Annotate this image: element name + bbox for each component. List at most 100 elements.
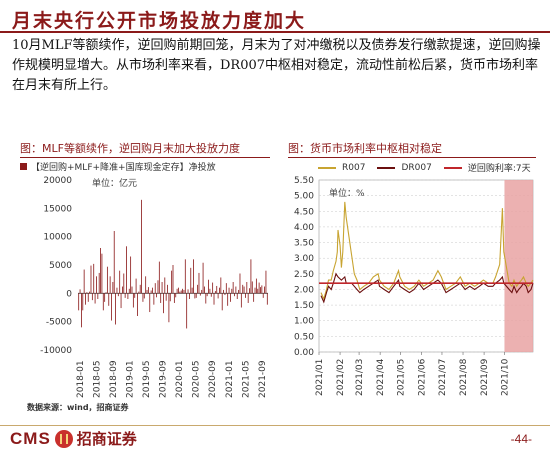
bar bbox=[216, 285, 218, 294]
plot-frame bbox=[318, 179, 534, 353]
bar bbox=[127, 293, 129, 299]
bar bbox=[183, 289, 185, 294]
bar bbox=[258, 282, 260, 294]
bar bbox=[89, 291, 91, 294]
bar bbox=[171, 270, 173, 294]
logo-cn-text: 招商证券 bbox=[76, 430, 137, 448]
bar bbox=[175, 293, 177, 298]
bar bbox=[245, 293, 246, 298]
bar bbox=[243, 286, 245, 294]
unit-label: 单位：亿元 bbox=[92, 177, 137, 189]
bar bbox=[117, 293, 119, 297]
bar bbox=[128, 288, 130, 294]
x-tick-label: 2020-09 bbox=[208, 360, 218, 398]
bar bbox=[120, 293, 122, 309]
bar bbox=[253, 293, 255, 302]
bar bbox=[205, 293, 207, 304]
bar bbox=[106, 266, 108, 294]
bar bbox=[123, 273, 125, 294]
bar bbox=[154, 283, 156, 294]
y-tick-label: 1.50 bbox=[294, 301, 314, 311]
bar bbox=[111, 293, 112, 321]
bar bbox=[228, 287, 230, 294]
bar bbox=[180, 290, 182, 294]
bar bbox=[231, 288, 233, 294]
bar bbox=[186, 293, 188, 329]
bar bbox=[138, 291, 140, 294]
legend-label-rrp: 逆回购利率:7天 bbox=[467, 164, 531, 174]
bar bbox=[223, 289, 224, 294]
bar bbox=[145, 276, 147, 294]
bar bbox=[209, 288, 211, 294]
bar bbox=[261, 285, 263, 294]
bar bbox=[124, 293, 126, 298]
y-tick-label: 5.50 bbox=[294, 176, 314, 186]
bar bbox=[266, 293, 268, 305]
bar bbox=[182, 288, 183, 294]
series-line-1 bbox=[320, 272, 534, 304]
x-tick-label: 2019-09 bbox=[159, 360, 169, 398]
bar bbox=[224, 293, 226, 296]
bar bbox=[208, 279, 209, 294]
x-tick-label: 2021/06 bbox=[418, 358, 428, 396]
series-line-0 bbox=[320, 201, 534, 301]
legend-swatch-rrp bbox=[443, 166, 462, 169]
bar bbox=[199, 293, 201, 296]
right-chart-rule bbox=[288, 157, 536, 158]
left-chart-title: 图：MLF等额续作，逆回购月末加大投放力度 bbox=[20, 142, 240, 155]
bar bbox=[130, 256, 132, 294]
bar bbox=[214, 291, 216, 294]
bar bbox=[153, 293, 155, 305]
x-tick-label: 2020-05 bbox=[192, 360, 202, 398]
bar bbox=[147, 287, 149, 294]
bar bbox=[232, 282, 234, 294]
bar bbox=[251, 281, 253, 294]
bar bbox=[219, 287, 220, 294]
bar bbox=[86, 292, 88, 294]
x-tick-label: 2018-01 bbox=[76, 360, 86, 398]
bar bbox=[230, 293, 231, 302]
x-tick-label: 2021/04 bbox=[376, 358, 386, 396]
source-note: 数据来源：wind，招商证券 bbox=[27, 403, 129, 412]
bar bbox=[201, 289, 203, 294]
x-tick-label: 2018-05 bbox=[93, 360, 103, 398]
bar bbox=[221, 293, 223, 311]
bar bbox=[82, 293, 84, 311]
legend-label-r007: R007 bbox=[342, 162, 366, 173]
bar bbox=[122, 286, 123, 294]
bar bbox=[246, 282, 248, 294]
bar bbox=[165, 293, 167, 301]
bar bbox=[249, 288, 250, 294]
bar bbox=[97, 293, 99, 299]
bar bbox=[79, 289, 81, 294]
logo-cms-text: CMS bbox=[10, 428, 51, 448]
bar bbox=[163, 293, 164, 314]
bar bbox=[172, 265, 174, 294]
y-tick-label: 10000 bbox=[43, 233, 72, 243]
bar bbox=[168, 293, 170, 323]
bar bbox=[146, 289, 148, 294]
bar bbox=[131, 286, 133, 294]
x-tick-label: 2021/09 bbox=[480, 358, 490, 396]
x-tick-label: 2021/07 bbox=[438, 359, 448, 396]
bar bbox=[236, 293, 238, 299]
y-tick-label: 2.50 bbox=[294, 270, 314, 280]
x-tick-label: 2021-01 bbox=[225, 360, 235, 398]
y-tick-label: 0.00 bbox=[294, 348, 314, 358]
y-tick-label: 4.50 bbox=[294, 207, 314, 217]
x-tick-label: 2021/10 bbox=[500, 358, 510, 396]
bar bbox=[194, 293, 196, 299]
bar bbox=[160, 293, 162, 303]
bar bbox=[83, 269, 85, 294]
bar bbox=[176, 288, 178, 294]
bar bbox=[238, 289, 240, 294]
bar bbox=[193, 259, 194, 294]
bar bbox=[202, 262, 204, 294]
bar bbox=[119, 270, 121, 294]
bar bbox=[115, 293, 116, 325]
bar bbox=[206, 293, 208, 297]
page-title: 月末央行公开市场投放力度加大 bbox=[12, 10, 307, 32]
bar bbox=[178, 287, 179, 294]
bar bbox=[158, 261, 160, 294]
bar bbox=[102, 293, 104, 311]
